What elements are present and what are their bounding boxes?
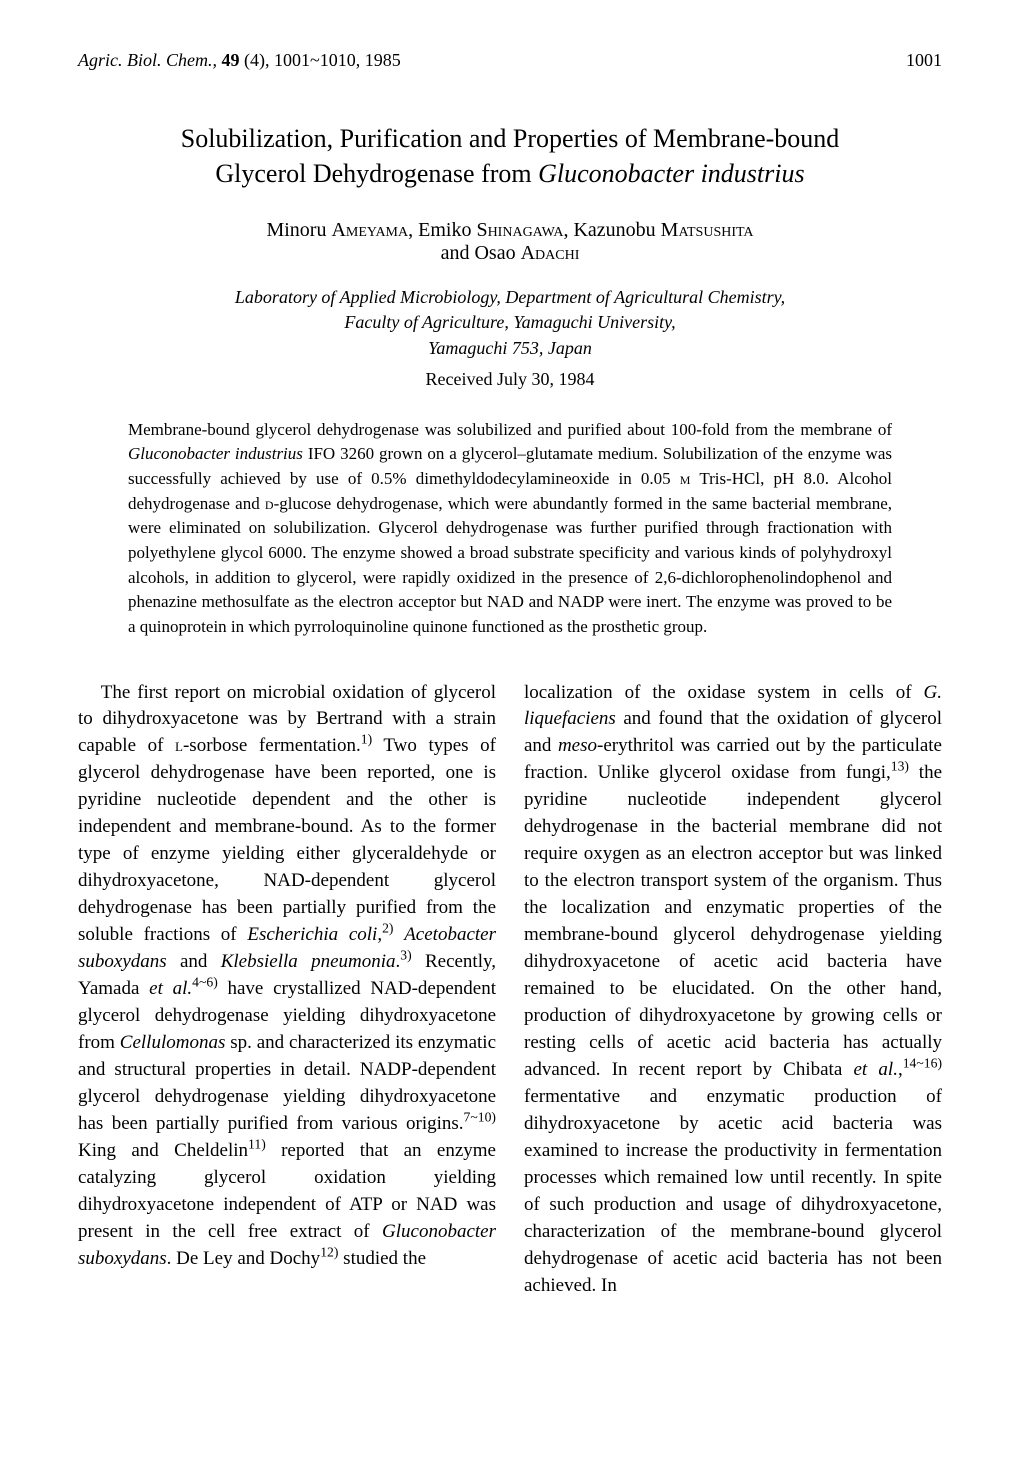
author-1-last: Ameyama bbox=[331, 219, 408, 241]
author-4-prefix: and Osao bbox=[441, 242, 521, 264]
journal-reference: Agric. Biol. Chem., 49 (4), 1001~1010, 1… bbox=[78, 50, 401, 71]
abstract-text-d: -glucose dehydrogenase, which were abund… bbox=[128, 494, 892, 636]
affiliation-line-3: Yamaguchi 753, Japan bbox=[428, 338, 592, 358]
title-species: Gluconobacter industrius bbox=[538, 159, 805, 188]
author-2-last: Shinagawa bbox=[476, 219, 563, 241]
title-line-1: Solubilization, Purification and Propert… bbox=[181, 124, 840, 153]
author-2-first: , Emiko bbox=[408, 219, 476, 241]
authors: Minoru Ameyama, Emiko Shinagawa, Kazunob… bbox=[78, 219, 942, 265]
abstract-molar: m bbox=[680, 469, 691, 488]
affiliation-line-1: Laboratory of Applied Microbiology, Depa… bbox=[235, 287, 785, 307]
body-columns: The first report on microbial oxidation … bbox=[78, 680, 942, 1300]
running-header: Agric. Biol. Chem., 49 (4), 1001~1010, 1… bbox=[78, 50, 942, 71]
abstract-species: Gluconobacter industrius bbox=[128, 444, 303, 463]
journal-issue-pages-year: (4), 1001~1010, 1985 bbox=[244, 50, 401, 70]
title-line-2-pre: Glycerol Dehydrogenase from bbox=[215, 159, 538, 188]
author-3-last: Matsushita bbox=[661, 219, 754, 241]
author-4-last: Adachi bbox=[521, 242, 580, 264]
column-left: The first report on microbial oxidation … bbox=[78, 680, 496, 1300]
affiliation-line-2: Faculty of Agriculture, Yamaguchi Univer… bbox=[344, 312, 675, 332]
journal-volume: 49 bbox=[221, 50, 239, 70]
body-paragraph-left: The first report on microbial oxidation … bbox=[78, 680, 496, 1273]
abstract-text-a: Membrane-bound glycerol dehydrogenase wa… bbox=[128, 420, 892, 439]
page-number: 1001 bbox=[906, 50, 942, 71]
received-date: Received July 30, 1984 bbox=[78, 369, 942, 390]
body-paragraph-right: localization of the oxidase system in ce… bbox=[524, 680, 942, 1300]
abstract: Membrane-bound glycerol dehydrogenase wa… bbox=[128, 418, 892, 640]
column-right: localization of the oxidase system in ce… bbox=[524, 680, 942, 1300]
author-3-first: , Kazunobu bbox=[563, 219, 660, 241]
author-1-first: Minoru bbox=[266, 219, 331, 241]
article-title: Solubilization, Purification and Propert… bbox=[78, 121, 942, 191]
affiliation: Laboratory of Applied Microbiology, Depa… bbox=[78, 285, 942, 361]
abstract-d-prefix: d bbox=[265, 494, 274, 513]
journal-name: Agric. Biol. Chem., bbox=[78, 50, 217, 70]
